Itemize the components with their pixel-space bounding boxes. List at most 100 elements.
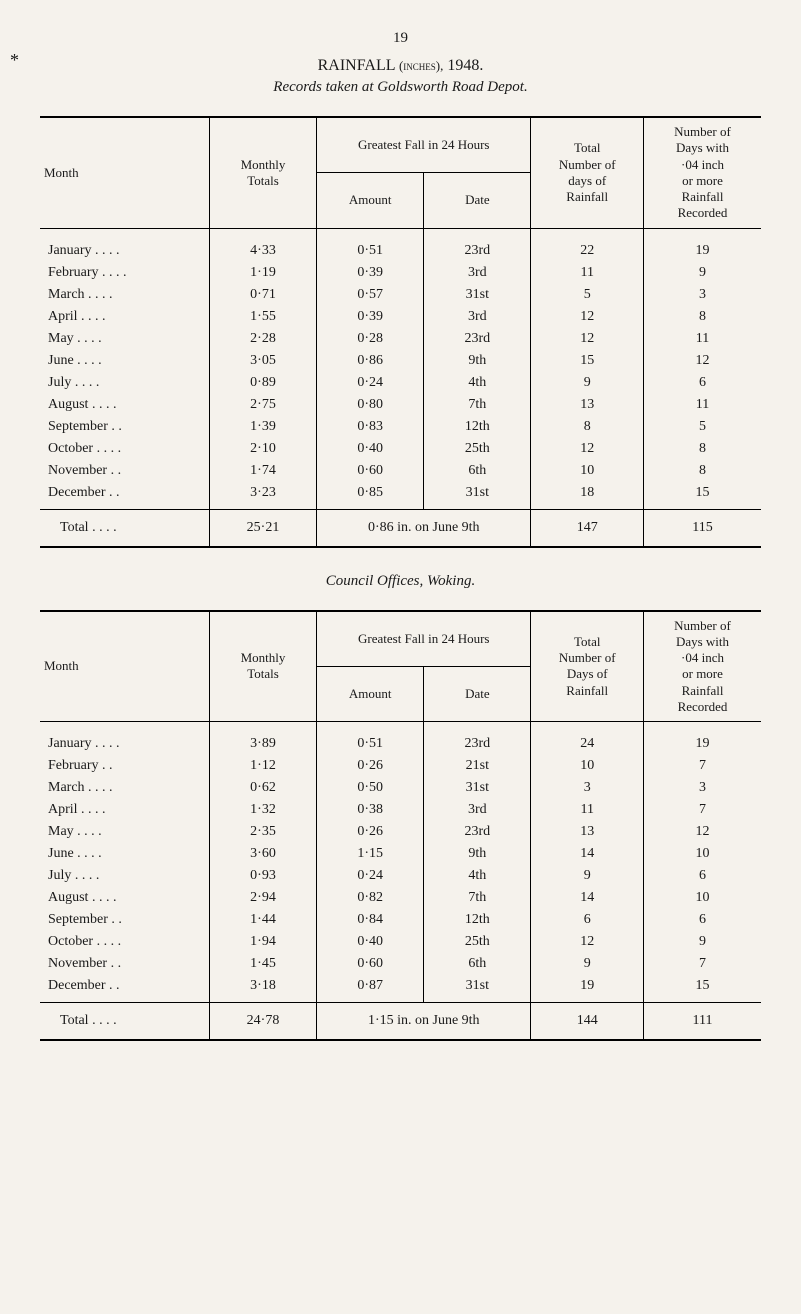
- table-row: September . .1·390·8312th85: [40, 416, 761, 438]
- table-row: October . . . .1·940·4025th129: [40, 931, 761, 953]
- table-row: November . .1·450·606th97: [40, 953, 761, 975]
- subtitle: Records taken at Goldsworth Road Depot.: [40, 79, 761, 96]
- days-cell: 11: [531, 799, 644, 821]
- totals-cell: 3·60: [209, 843, 316, 865]
- days-cell: 12: [531, 328, 644, 350]
- total-rec: 111: [644, 1003, 761, 1041]
- amount-cell: 0·28: [317, 328, 424, 350]
- rec-cell: 11: [644, 394, 761, 416]
- days-cell: 14: [531, 843, 644, 865]
- th-greatest-fall: Greatest Fall in 24 Hours: [317, 117, 531, 173]
- table-row: December . .3·230·8531st1815: [40, 482, 761, 510]
- amount-cell: 0·24: [317, 865, 424, 887]
- totals-cell: 0·93: [209, 865, 316, 887]
- days-cell: 12: [531, 931, 644, 953]
- table-row: May . . . .2·280·2823rd1211: [40, 328, 761, 350]
- month-cell: August . . . .: [40, 887, 209, 909]
- amount-cell: 0·51: [317, 722, 424, 756]
- days-cell: 9: [531, 865, 644, 887]
- date-cell: 23rd: [424, 228, 531, 262]
- title-main: RAINFALL: [318, 57, 395, 74]
- rec-cell: 8: [644, 306, 761, 328]
- page-marker: *: [10, 50, 19, 71]
- days-cell: 12: [531, 306, 644, 328]
- totals-cell: 2·94: [209, 887, 316, 909]
- amount-cell: 0·26: [317, 755, 424, 777]
- date-cell: 12th: [424, 909, 531, 931]
- table-row: April . . . .1·320·383rd117: [40, 799, 761, 821]
- amount-cell: 0·26: [317, 821, 424, 843]
- amount-cell: 0·60: [317, 460, 424, 482]
- totals-cell: 1·45: [209, 953, 316, 975]
- date-cell: 31st: [424, 284, 531, 306]
- rec-cell: 19: [644, 228, 761, 262]
- th-monthly-totals: Monthly Totals: [209, 611, 316, 722]
- totals-cell: 3·89: [209, 722, 316, 756]
- month-cell: August . . . .: [40, 394, 209, 416]
- days-cell: 10: [531, 755, 644, 777]
- month-cell: April . . . .: [40, 306, 209, 328]
- rec-cell: 12: [644, 821, 761, 843]
- table-row: January . . . .4·330·5123rd2219: [40, 228, 761, 262]
- amount-cell: 0·86: [317, 350, 424, 372]
- amount-cell: 0·80: [317, 394, 424, 416]
- rec-cell: 15: [644, 482, 761, 510]
- table-row: February . .1·120·2621st107: [40, 755, 761, 777]
- date-cell: 4th: [424, 372, 531, 394]
- month-cell: January . . . .: [40, 228, 209, 262]
- month-cell: May . . . .: [40, 821, 209, 843]
- totals-cell: 2·10: [209, 438, 316, 460]
- totals-cell: 0·71: [209, 284, 316, 306]
- date-cell: 23rd: [424, 821, 531, 843]
- section-2-title: Council Offices, Woking.: [40, 573, 761, 590]
- table-row: September . .1·440·8412th66: [40, 909, 761, 931]
- table-row: May . . . .2·350·2623rd1312: [40, 821, 761, 843]
- table-row: August . . . .2·750·807th1311: [40, 394, 761, 416]
- month-cell: December . .: [40, 975, 209, 1003]
- month-cell: February . . . .: [40, 262, 209, 284]
- rec-cell: 9: [644, 262, 761, 284]
- amount-cell: 0·50: [317, 777, 424, 799]
- amount-cell: 0·85: [317, 482, 424, 510]
- days-cell: 5: [531, 284, 644, 306]
- date-cell: 12th: [424, 416, 531, 438]
- date-cell: 31st: [424, 975, 531, 1003]
- th-amount: Amount: [317, 666, 424, 721]
- month-cell: October . . . .: [40, 438, 209, 460]
- month-cell: June . . . .: [40, 843, 209, 865]
- rec-cell: 8: [644, 460, 761, 482]
- amount-cell: 0·84: [317, 909, 424, 931]
- date-cell: 25th: [424, 931, 531, 953]
- totals-cell: 1·19: [209, 262, 316, 284]
- rec-cell: 9: [644, 931, 761, 953]
- days-cell: 13: [531, 394, 644, 416]
- rec-cell: 6: [644, 372, 761, 394]
- amount-cell: 0·60: [317, 953, 424, 975]
- amount-cell: 0·40: [317, 931, 424, 953]
- totals-cell: 0·62: [209, 777, 316, 799]
- rainfall-table-1: Month Monthly Totals Greatest Fall in 24…: [40, 116, 761, 548]
- month-cell: July . . . .: [40, 372, 209, 394]
- rec-cell: 8: [644, 438, 761, 460]
- amount-cell: 1·15: [317, 843, 424, 865]
- days-cell: 18: [531, 482, 644, 510]
- th-monthly-totals: Monthly Totals: [209, 117, 316, 228]
- totals-cell: 0·89: [209, 372, 316, 394]
- days-cell: 6: [531, 909, 644, 931]
- days-cell: 9: [531, 372, 644, 394]
- rec-cell: 10: [644, 843, 761, 865]
- table-row: December . .3·180·8731st1915: [40, 975, 761, 1003]
- month-cell: June . . . .: [40, 350, 209, 372]
- totals-cell: 3·18: [209, 975, 316, 1003]
- days-cell: 8: [531, 416, 644, 438]
- month-cell: September . .: [40, 416, 209, 438]
- total-monthly: 24·78: [209, 1003, 316, 1041]
- amount-cell: 0·40: [317, 438, 424, 460]
- table-row: July . . . .0·930·244th96: [40, 865, 761, 887]
- total-rec: 115: [644, 509, 761, 547]
- table-row: January . . . .3·890·5123rd2419: [40, 722, 761, 756]
- date-cell: 6th: [424, 953, 531, 975]
- totals-cell: 2·28: [209, 328, 316, 350]
- total-greatest: 1·15 in. on June 9th: [317, 1003, 531, 1041]
- rainfall-table-2: Month Monthly Totals Greatest Fall in 24…: [40, 610, 761, 1042]
